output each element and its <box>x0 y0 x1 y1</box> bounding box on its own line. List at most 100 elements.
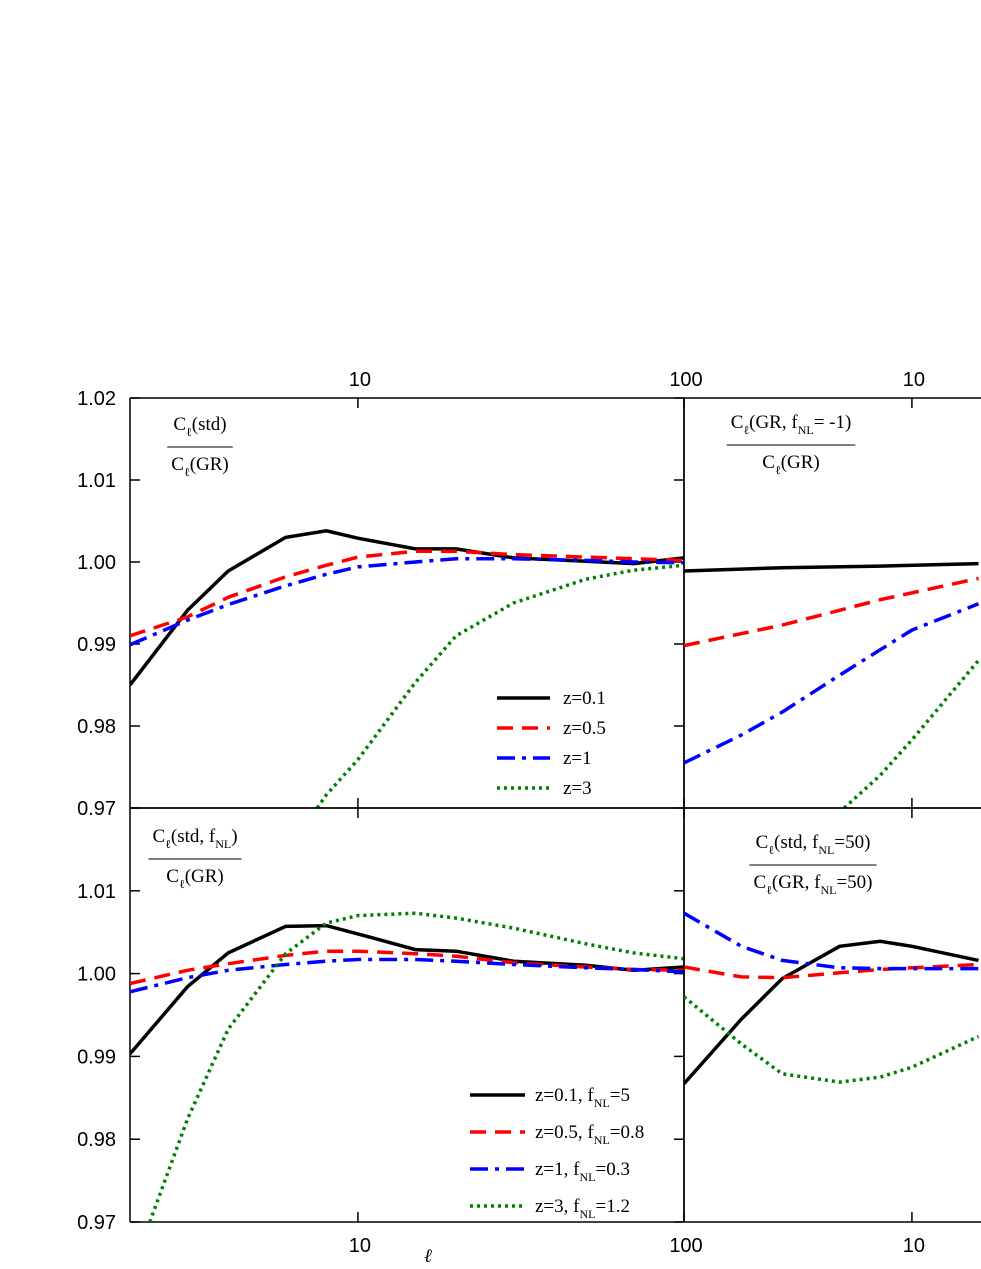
subscript: ℓ <box>186 425 192 439</box>
y-tick-label: 0.97 <box>77 798 116 820</box>
y-tick-label: 0.98 <box>77 716 116 738</box>
y-tick-label: 1.02 <box>77 388 116 410</box>
subscript: ℓ <box>768 843 774 857</box>
text-run: = -1) <box>814 412 852 433</box>
text-run: (GR, f <box>749 412 798 433</box>
x-tick-label: 100 <box>669 1235 702 1257</box>
series-line <box>684 602 980 765</box>
plot-area <box>684 911 980 1085</box>
y-tick-label: 0.99 <box>77 1046 116 1068</box>
series-line <box>130 556 684 647</box>
text-run: C <box>731 412 744 433</box>
text-run: z=0.5, f <box>535 1122 594 1143</box>
text-run: z=1 <box>563 748 592 769</box>
text-run: (std, f <box>774 832 819 853</box>
plot-area <box>130 529 684 808</box>
y-tick-label: 1.01 <box>77 470 116 492</box>
series-line <box>130 949 684 986</box>
text-run: C <box>152 826 165 847</box>
text-run: z=3, f <box>535 1196 580 1217</box>
subscript: ℓ <box>775 463 781 477</box>
text-run: (GR, f <box>772 872 821 893</box>
subscript: ℓ <box>179 877 185 891</box>
series-line <box>684 962 979 980</box>
legend-label: z=1 <box>563 748 592 769</box>
series-line <box>684 561 979 573</box>
text-run: z=0.5 <box>563 718 606 739</box>
text-run: (GR) <box>781 452 820 473</box>
legend-label: z=3 <box>563 778 592 799</box>
text-run: z=0.1 <box>563 688 606 709</box>
annotation-denominator: Cℓ(GR, fNL=50) <box>753 872 872 897</box>
y-tick-label: 1.00 <box>77 964 116 986</box>
legend-label: z=0.5 <box>563 718 606 739</box>
x-tick-label: 10 <box>349 369 371 391</box>
subscript: NL <box>594 1133 610 1147</box>
text-run: =50) <box>836 872 872 893</box>
series-line <box>130 529 684 687</box>
text-run: C <box>762 452 775 473</box>
y-tick-label: 0.99 <box>77 634 116 656</box>
y-tick-label: 0.98 <box>77 1129 116 1151</box>
text-run: ) <box>231 826 237 847</box>
series-line <box>684 911 979 971</box>
x-tick-label: 100 <box>669 369 702 391</box>
series-line <box>130 549 684 638</box>
subscript: NL <box>818 843 834 857</box>
series-line <box>148 911 684 1222</box>
plot-area <box>684 561 980 808</box>
series-line <box>843 659 980 808</box>
y-tick-label: 1.00 <box>77 552 116 574</box>
legend-label: z=3, fNL=1.2 <box>535 1196 630 1221</box>
annotation-denominator: Cℓ(GR) <box>762 452 820 477</box>
text-run: C <box>173 414 186 435</box>
plot-area <box>130 911 684 1222</box>
y-tick-label: 1.01 <box>77 881 116 903</box>
text-run: (GR) <box>190 454 229 475</box>
subscript: ℓ <box>184 465 190 479</box>
text-run: C <box>166 866 179 887</box>
text-run: C <box>756 832 769 853</box>
legend-label: z=0.1, fNL=5 <box>535 1085 630 1110</box>
text-run: z=3 <box>563 778 592 799</box>
subscript: NL <box>215 837 231 851</box>
text-run: (std, f <box>171 826 216 847</box>
series-line <box>684 576 979 648</box>
text-run: =0.8 <box>610 1122 644 1143</box>
text-run: z=0.1, f <box>535 1085 594 1106</box>
subscript: NL <box>579 1207 595 1221</box>
text-run: (std) <box>192 414 227 435</box>
series-line <box>684 995 980 1084</box>
subscript: NL <box>594 1096 610 1110</box>
annotation-numerator: Cℓ(GR, fNL= -1) <box>731 412 852 437</box>
series-line <box>130 957 684 994</box>
annotation-numerator: Cℓ(std, fNL) <box>152 826 237 851</box>
subscript: NL <box>820 883 836 897</box>
annotation-numerator: Cℓ(std) <box>173 414 226 439</box>
text-run: (GR) <box>185 866 224 887</box>
subscript: NL <box>798 423 814 437</box>
annotation-numerator: Cℓ(std, fNL=50) <box>756 832 871 857</box>
y-tick-label: 0.97 <box>77 1212 116 1234</box>
legend-label: z=1, fNL=0.3 <box>535 1159 630 1184</box>
annotation-denominator: Cℓ(GR) <box>171 454 229 479</box>
series-line <box>315 563 684 808</box>
series-line <box>684 939 979 1085</box>
text-run: =1.2 <box>595 1196 629 1217</box>
text-run: =5 <box>610 1085 630 1106</box>
legend-label: z=0.1 <box>563 688 606 709</box>
subscript: ℓ <box>165 837 171 851</box>
text-run: =0.3 <box>595 1159 629 1180</box>
subscript: ℓ <box>766 883 772 897</box>
text-run: C <box>753 872 766 893</box>
subscript: ℓ <box>743 423 749 437</box>
x-tick-label: 10 <box>903 369 925 391</box>
x-axis-label: ℓ <box>424 1246 432 1267</box>
x-tick-label: 10 <box>903 1235 925 1257</box>
